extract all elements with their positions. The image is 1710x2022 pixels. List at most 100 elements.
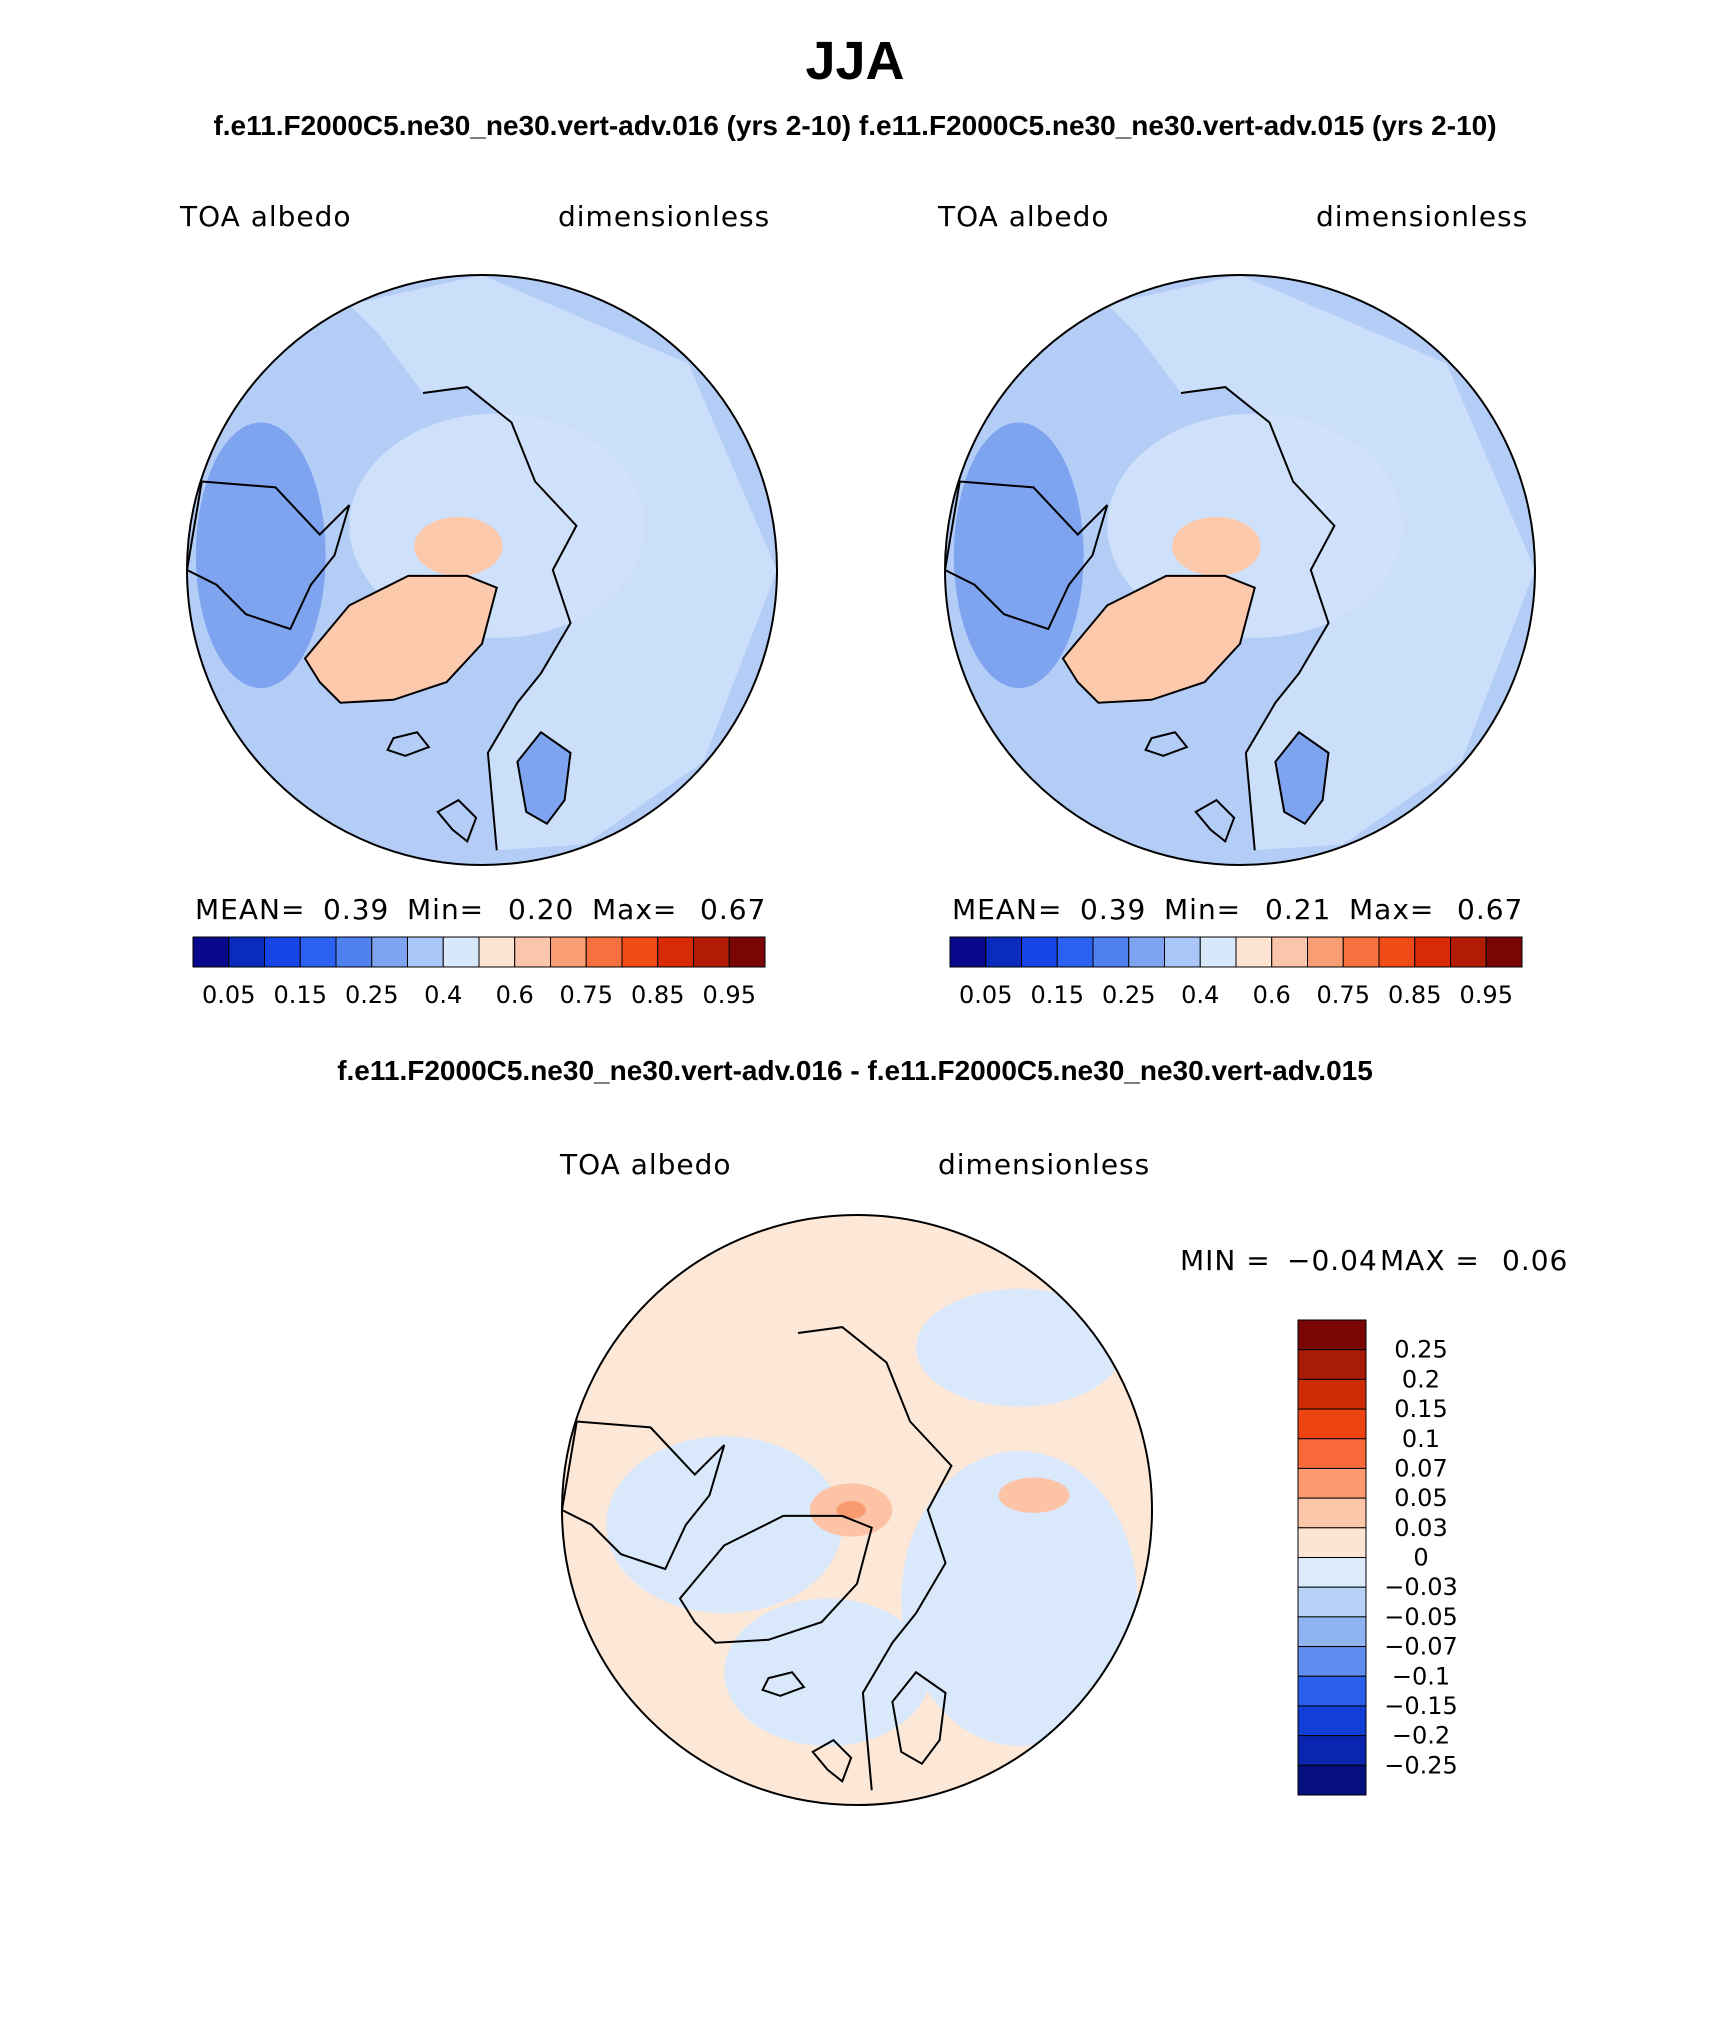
colorbar-tick-label: 0.2 [1402,1365,1440,1393]
colorbar-tick-label: 0.25 [1394,1336,1447,1364]
negative-region [606,1436,843,1614]
panel1-max-value: 0.67 [700,893,767,926]
north-america-coast [562,1420,726,1571]
colorbar-swatch [228,936,265,968]
panel2-units: dimensionless [1316,200,1529,233]
map-border [944,274,1536,866]
panel1-min-label: Min= [407,893,485,926]
panel2-mean-label: MEAN= [952,893,1063,926]
colorbar-swatch [621,936,659,968]
colorbar-swatch [1128,936,1165,968]
panel1-mean-label: MEAN= [195,893,306,926]
colorbar-swatch [442,936,480,968]
colorbar-tick-label: 0.85 [631,981,684,1009]
panel1-mean-value: 0.39 [323,893,390,926]
colorbar-1: 0.05 0.15 0.25 0.4 0.6 0.75 0.85 0.95 [192,936,766,1009]
diff-max-value: 0.06 [1502,1244,1569,1277]
colorbar-tick-label: 0.15 [274,981,327,1009]
difference-title: f.e11.F2000C5.ne30_ne30.vert-adv.016 - f… [337,1055,1373,1086]
colorbar-tick-label: −0.15 [1384,1692,1458,1720]
colorbar-swatch [1021,936,1058,968]
scandinavia-coast [516,730,572,826]
panel2-max-value: 0.67 [1457,893,1524,926]
panel2-min-value: 0.21 [1265,893,1332,926]
colorbar-swatch [1297,1527,1367,1558]
colorbar-swatch [1297,1735,1367,1766]
colorbar-swatch [264,936,301,968]
colorbar-swatch [1271,936,1308,968]
colorbar-swatch [985,936,1022,968]
colorbar-swatch [1297,1497,1367,1529]
colorbar-swatch [693,936,730,968]
colorbar-tick-label: 0.25 [345,981,398,1009]
eurasia-field [1107,275,1535,851]
colorbar-swatch [1307,936,1344,968]
colorbar-tick-label: −0.25 [1384,1751,1458,1779]
diff-max-label: MAX = [1380,1244,1480,1277]
britain-coast [811,1738,853,1784]
colorbar-tick-label: 0.05 [959,981,1012,1009]
polar-map-2 [944,274,1536,866]
colorbar-tick-label: −0.1 [1392,1662,1450,1690]
colorbar-tick-label: 0.4 [1181,981,1219,1009]
colorbar-tick-label: −0.07 [1384,1633,1458,1661]
colorbar-swatch [949,936,987,968]
iceland-coast [761,1671,806,1697]
high-albedo-region [414,516,503,576]
colorbar-tick-label: 0.75 [560,981,613,1009]
colorbar-tick-label: 0.15 [1031,981,1084,1009]
colorbar-tick-label: −0.05 [1384,1603,1458,1631]
greenland [1061,574,1256,704]
colorbar-swatch [1297,1675,1367,1707]
positive-anomaly [998,1477,1070,1513]
colorbar-tick-label: −0.2 [1392,1722,1450,1750]
peak-anomaly [836,1501,866,1519]
map-border [186,274,778,866]
colorbar-swatch [1164,936,1201,968]
diff-min-label: MIN = [1180,1244,1271,1277]
colorbar-tick-label: 0.03 [1394,1514,1447,1542]
colorbar-tick-label: 0.95 [703,981,756,1009]
britain-coast [1194,798,1236,844]
colorbar-tick-label: 0.6 [496,981,534,1009]
iceland-coast [1144,731,1189,757]
colorbar-swatch [1414,936,1451,968]
colorbar-tick-label: 0.1 [1402,1425,1440,1453]
colorbar-swatch [657,936,694,968]
map-border [561,1214,1153,1806]
colorbar-tick-label: 0.15 [1394,1395,1447,1423]
panel1-units: dimensionless [558,200,771,233]
scandinavia-coast [1274,730,1330,826]
colorbar-swatch [371,936,408,968]
colorbar-swatch [1235,936,1273,968]
panel2-variable: TOA albedo [938,200,1110,233]
low-albedo-region [195,422,326,688]
colorbar-swatch [728,936,766,968]
colorbar-swatch [1056,936,1094,968]
panel1-variable: TOA albedo [180,200,352,233]
colorbar-2: 0.05 0.15 0.25 0.4 0.6 0.75 0.85 0.95 [949,936,1523,1009]
panel2-max-label: Max= [1349,893,1435,926]
diff-variable: TOA albedo [560,1148,732,1181]
eurasia-field [349,275,777,851]
colorbar-swatch [1297,1705,1367,1737]
negative-region [724,1598,931,1746]
iceland-coast [386,731,431,757]
colorbar-difference: 0.250.20.150.10.070.050.030−0.03−0.05−0.… [1297,1319,1458,1796]
colorbar-swatch [407,936,444,968]
colorbar-swatch [1297,1557,1367,1588]
panel1-min-value: 0.20 [508,893,575,926]
colorbar-tick-label: 0.4 [424,981,462,1009]
colorbar-swatch [1297,1319,1367,1351]
season-title: JJA [805,31,905,91]
colorbar-tick-label: 0.25 [1102,981,1155,1009]
eurasia-coast [1180,386,1336,851]
colorbar-swatch [1297,1378,1367,1410]
diff-units: dimensionless [938,1148,1151,1181]
colorbar-swatch [1297,1408,1367,1440]
colorbar-tick-label: −0.03 [1384,1573,1458,1601]
colorbar-tick-label: 0 [1413,1544,1428,1572]
north-america-coast [187,480,351,631]
colorbar-swatch [1297,1349,1367,1380]
colorbar-swatch [1342,936,1380,968]
